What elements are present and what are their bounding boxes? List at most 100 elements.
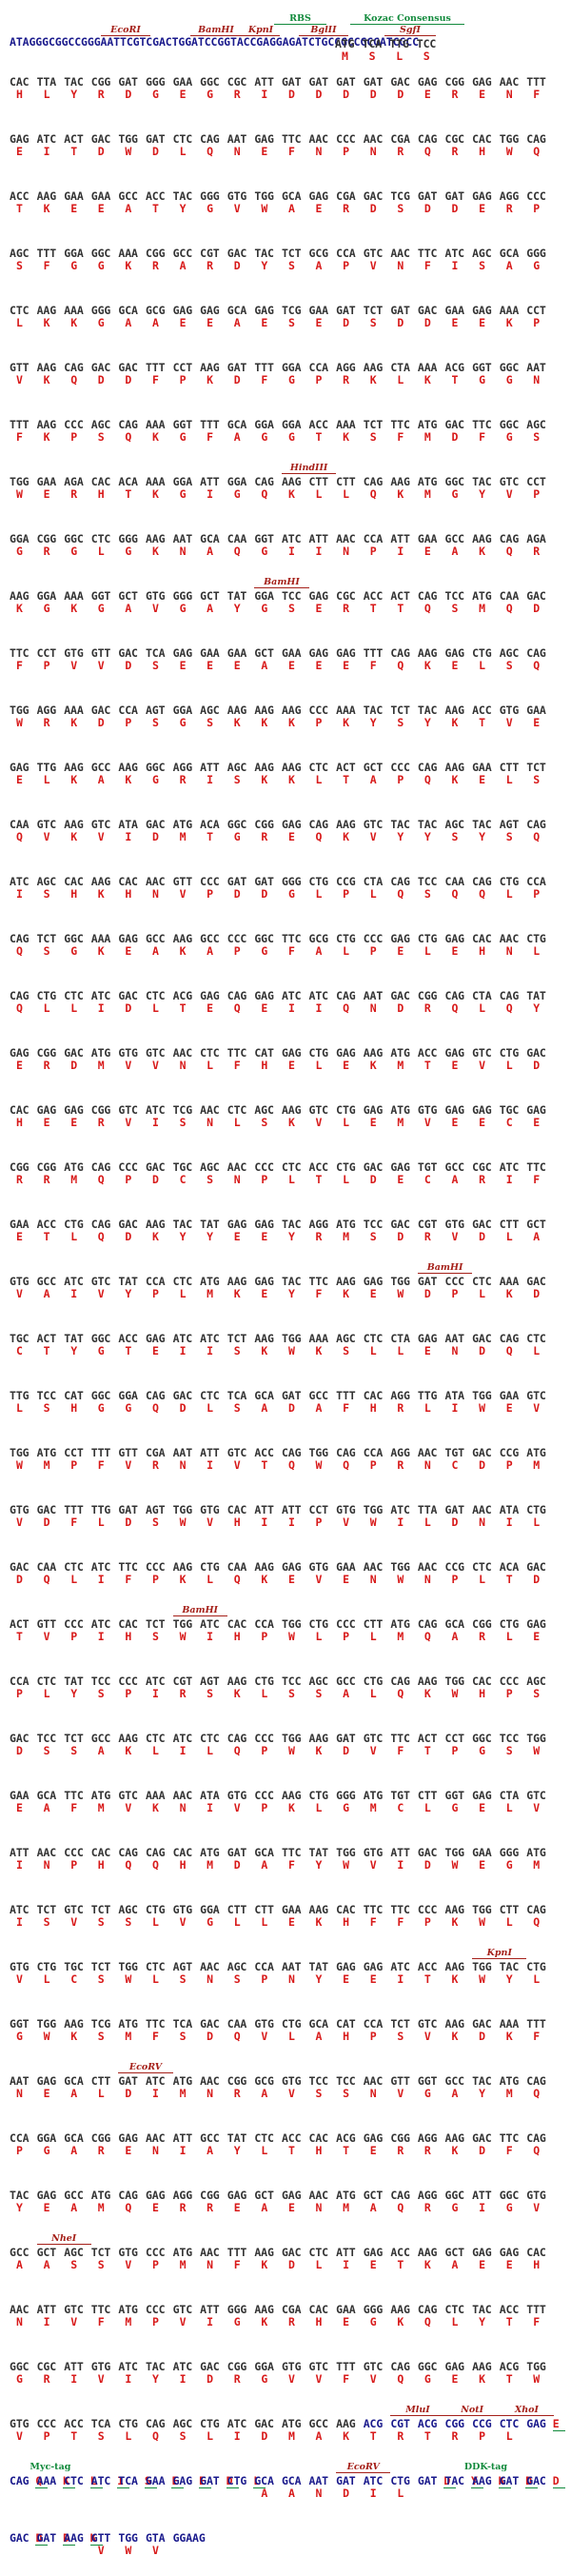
codon-cell: GCA A <box>200 531 227 558</box>
codon-nt: GTG <box>145 589 166 603</box>
codon-nt: GAT <box>336 1732 356 1745</box>
codon-nt: TTC <box>390 1732 410 1745</box>
codon-nt: GGT <box>254 532 274 545</box>
codon-cell: GAA E <box>173 74 201 101</box>
codon-nt: TGG <box>526 1732 546 1745</box>
codon-strip: GGC G CGC R ATT I GTG V ATC I TAC Y ATC I GAC D CGG R GGA G… <box>10 2359 571 2386</box>
codon-aa: Y <box>479 830 486 843</box>
codon-aa: F <box>287 1858 295 1872</box>
codon-aa: A <box>97 773 105 786</box>
codon-nt: ACG <box>336 2131 356 2145</box>
codon-aa: K <box>287 1801 295 1814</box>
codon-cell: CGG R <box>445 2416 473 2443</box>
codon-nt: GAC <box>200 2360 220 2373</box>
codon-aa: N <box>43 1858 50 1872</box>
codon-cell: GAA E <box>10 1217 37 1243</box>
codon-aa: F <box>397 1744 404 1757</box>
codon-cell: GGG G <box>336 1788 364 1814</box>
codon-aa: G <box>16 2372 23 2386</box>
codon-cell: AGC S <box>91 417 119 444</box>
codon-aa: V <box>233 1458 241 1472</box>
codon-cell: GAA E <box>336 2302 364 2328</box>
codon-cell: CAG Q <box>445 988 473 1015</box>
codon-aa: L <box>451 2315 459 2328</box>
codon-cell: ATG M <box>173 2245 201 2271</box>
codon-nt: TTT <box>526 75 546 89</box>
codon-nt: GGC <box>145 761 166 774</box>
codon-cell: GAA E <box>227 645 255 672</box>
codon-cell: GAT D <box>282 74 309 101</box>
codon-cell: CCC P <box>526 188 554 215</box>
codon-strip: GTG V CCC P ACC T TCA S CTG L CAG Q AGC S CTG L ATC I GAC D… <box>10 2416 571 2443</box>
row-feature-annotations <box>10 1377 571 1388</box>
codon-aa: E <box>423 88 431 101</box>
codon-nt: GAC <box>526 1046 546 1060</box>
codon-nt: CGG <box>200 2189 220 2202</box>
codon-aa: F <box>16 659 23 672</box>
codon-aa: D <box>451 1516 459 1529</box>
codon-cell: GTC V <box>91 1274 119 1300</box>
codon-cell: AAG K <box>472 2473 511 2500</box>
codon-cell: GTG V <box>10 1502 37 1529</box>
codon-cell: CTT L <box>500 1217 527 1243</box>
codon-aa: M <box>179 2087 187 2100</box>
codon-cell: ATG M <box>472 588 500 615</box>
codon-cell: ACT T <box>336 760 364 786</box>
codon-cell: GAC D <box>146 817 173 843</box>
codon-nt: CAG <box>472 875 492 888</box>
codon-aa: T <box>505 1573 513 1586</box>
codon-aa: G <box>179 602 187 615</box>
codon-aa: E <box>261 316 268 329</box>
codon-aa: I <box>287 1516 295 1529</box>
codon-row-tagged: MluI NotI XhoI GTG V CCC P ACC T TCA S CTG L CAG Q AGC S… <box>10 2405 571 2462</box>
codon-cell: GAA E <box>418 531 445 558</box>
codon-nt: GAC <box>118 361 138 374</box>
codon-aa: Y <box>70 88 78 101</box>
codon-aa: E <box>369 2258 377 2271</box>
codon-nt: CTG <box>526 932 546 945</box>
codon-cell: TAT Y <box>309 1959 337 1986</box>
codon-aa: S <box>43 1401 50 1415</box>
codon-strip: AGC S TTT F GGA G GGC G AAA K CGG R GCC A CGT R GAC D TAC Y… <box>10 246 571 272</box>
codon-aa: Y <box>423 830 431 843</box>
codon-nt: CTC <box>526 1332 546 1345</box>
codon-aa: M <box>423 487 431 501</box>
codon-cell: GGA G <box>282 417 309 444</box>
codon-nt: TGG <box>281 1617 302 1631</box>
codon-cell: AAA K <box>118 246 146 272</box>
codon-nt: TGG <box>363 1503 384 1516</box>
codon-aa: Q <box>505 602 513 615</box>
codon-nt: TGG <box>472 1903 492 1916</box>
codon-cell: GTG V <box>10 1274 37 1300</box>
codon-row: CAA Q GTC V AAG K GTC V ATA I GAC D ATG M ACA T GGC G CGG R… <box>10 805 571 862</box>
codon-cell: TCC S <box>282 1674 309 1700</box>
codon-cell: ATC I <box>200 1616 227 1643</box>
codon-nt: CCC <box>64 1846 84 1859</box>
codon-aa: Q <box>70 373 78 386</box>
codon-nt: GGG <box>499 1846 520 1859</box>
codon-cell: CTG L <box>336 931 364 958</box>
codon-nt: CAG <box>390 875 410 888</box>
codon-cell: GTG V <box>227 1788 255 1814</box>
row-gap <box>10 2271 571 2290</box>
codon-cell: GTG V <box>336 1502 364 1529</box>
codon-cell: ATT I <box>10 1845 37 1872</box>
codon-cell: GAA E <box>146 2473 185 2500</box>
codon-cell: CGG R <box>10 1159 37 1186</box>
codon-nt: GAG <box>417 75 438 89</box>
codon-cell: ACC T <box>10 188 37 215</box>
codon-nt: TGG <box>172 1617 193 1631</box>
row-gap <box>10 1415 571 1434</box>
codon-row: TTT F AAG K CCC P AGC S CAG Q AAA K GGT G TTT F GCA A GGA G… <box>10 406 571 463</box>
codon-aa: P <box>261 1173 268 1186</box>
codon-row: GAC D CAA Q CTC L ATC I TTC F CCC P AAG K CTG L CAA Q AAG K… <box>10 1548 571 1605</box>
codon-cell: ACG T <box>445 360 473 386</box>
codon-aa: D <box>533 1573 541 1586</box>
codon-aa: Y <box>70 1687 78 1700</box>
codon-cell: GAA E <box>282 645 309 672</box>
codon-aa: N <box>179 1059 187 1072</box>
codon-cell: CAC H <box>91 1845 119 1872</box>
codon-nt: GAC <box>172 1389 193 1402</box>
row-feature-annotations <box>10 1776 571 1788</box>
codon-aa: V <box>125 1116 132 1129</box>
